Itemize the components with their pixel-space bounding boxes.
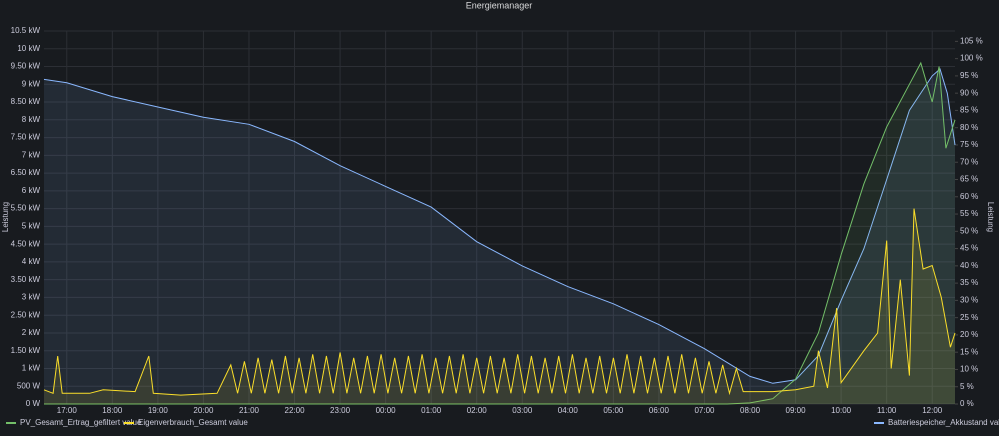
legend-label: Batteriespeicher_Akkustand value	[888, 418, 999, 427]
y2-tick-label: 75 %	[960, 140, 978, 149]
x-tick-label: 07:00	[694, 406, 715, 415]
x-tick-label: 06:00	[649, 406, 670, 415]
y-tick-label: 7 kW	[22, 150, 41, 159]
x-tick-label: 12:00	[922, 406, 943, 415]
y2-tick-label: 40 %	[960, 261, 978, 270]
y2-tick-label: 55 %	[960, 209, 978, 218]
y2-tick-label: 85 %	[960, 106, 978, 115]
x-tick-label: 20:00	[193, 406, 214, 415]
y-tick-label: 9.50 kW	[11, 62, 41, 71]
y2-tick-label: 35 %	[960, 278, 978, 287]
legend-label: PV_Gesamt_Ertrag_gefiltert value	[20, 418, 142, 427]
x-tick-label: 08:00	[740, 406, 761, 415]
y2-tick-label: 5 %	[960, 382, 974, 391]
y-tick-label: 5 kW	[22, 221, 41, 230]
y2-tick-label: 25 %	[960, 313, 978, 322]
y-tick-label: 3.50 kW	[11, 275, 41, 284]
y2-tick-label: 105 %	[960, 36, 983, 45]
series-area	[44, 63, 955, 404]
legend-swatch	[6, 422, 16, 424]
y2-tick-label: 45 %	[960, 244, 978, 253]
y-tick-label: 4 kW	[22, 257, 41, 266]
y-axis-label: Leistung	[1, 202, 10, 232]
x-tick-label: 05:00	[603, 406, 624, 415]
x-tick-label: 03:00	[512, 406, 533, 415]
legend-label: Eigenverbrauch_Gesamt value	[138, 418, 248, 427]
series-area	[44, 208, 955, 404]
y2-axis-label: Leistung	[986, 202, 995, 232]
series-line	[44, 61, 956, 405]
y-tick-label: 2.50 kW	[11, 310, 41, 319]
x-tick-label: 22:00	[285, 406, 306, 415]
x-tick-label: 04:00	[558, 406, 579, 415]
y-tick-label: 0 W	[26, 399, 41, 408]
x-tick-label: 01:00	[421, 406, 442, 415]
x-tick-label: 18:00	[102, 406, 123, 415]
y2-tick-label: 50 %	[960, 226, 978, 235]
y2-tick-label: 100 %	[960, 54, 983, 63]
y2-tick-label: 30 %	[960, 295, 978, 304]
y-tick-label: 8 kW	[22, 115, 41, 124]
x-tick-label: 00:00	[376, 406, 397, 415]
legend-swatch	[124, 422, 134, 424]
x-tick-label: 17:00	[57, 406, 78, 415]
y2-tick-label: 10 %	[960, 365, 978, 374]
y2-tick-label: 70 %	[960, 157, 978, 166]
x-tick-label: 09:00	[786, 406, 807, 415]
y-tick-label: 10.5 kW	[11, 26, 41, 35]
chart-title: Energiemanager	[466, 0, 533, 10]
y-tick-label: 1 kW	[22, 364, 41, 373]
y-tick-label: 4.50 kW	[11, 239, 41, 248]
y-tick-label: 6 kW	[22, 186, 41, 195]
series-area	[44, 69, 955, 404]
series-line	[43, 68, 956, 384]
y-tick-label: 3 kW	[22, 293, 41, 302]
legend-swatch	[874, 422, 884, 424]
y-tick-label: 7.50 kW	[11, 133, 41, 142]
y2-tick-label: 60 %	[960, 192, 978, 201]
x-tick-label: 02:00	[467, 406, 488, 415]
y-tick-label: 5.50 kW	[11, 204, 41, 213]
y2-tick-label: 80 %	[960, 123, 978, 132]
x-tick-label: 10:00	[831, 406, 852, 415]
y2-tick-label: 15 %	[960, 347, 978, 356]
y-tick-label: 500 W	[17, 381, 41, 390]
y-tick-label: 10 kW	[17, 44, 40, 53]
y-tick-label: 2 kW	[22, 328, 41, 337]
x-tick-label: 19:00	[148, 406, 169, 415]
y2-tick-label: 20 %	[960, 330, 978, 339]
y2-tick-label: 0 %	[960, 399, 974, 408]
y2-tick-label: 95 %	[960, 71, 978, 80]
x-tick-label: 23:00	[330, 406, 351, 415]
y-tick-label: 9 kW	[22, 79, 41, 88]
y2-tick-label: 65 %	[960, 175, 978, 184]
y-tick-label: 8.50 kW	[11, 97, 41, 106]
y-tick-label: 6.50 kW	[11, 168, 41, 177]
y-tick-label: 1.50 kW	[11, 346, 41, 355]
x-tick-label: 21:00	[239, 406, 260, 415]
x-tick-label: 11:00	[877, 406, 897, 415]
y2-tick-label: 90 %	[960, 88, 978, 97]
series-line	[43, 208, 956, 396]
